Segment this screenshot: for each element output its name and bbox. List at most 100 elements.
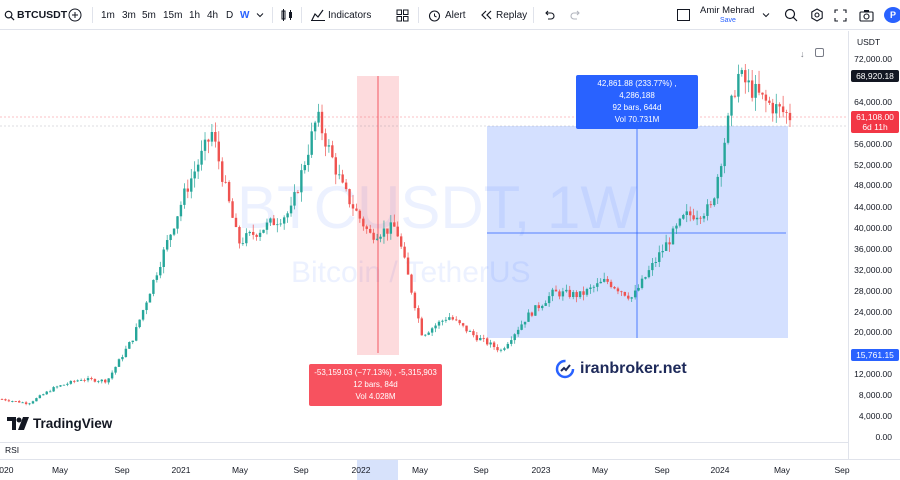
candle-body (293, 192, 296, 206)
candle-body (86, 378, 90, 381)
candle-body (69, 380, 73, 384)
currency-label[interactable]: USDT (857, 37, 881, 47)
candle-body (424, 334, 427, 336)
candle-body (788, 112, 792, 121)
candle-body (609, 281, 613, 288)
candle-body (100, 379, 103, 382)
chevron-down-icon[interactable] (762, 0, 770, 30)
layouts-icon[interactable] (396, 0, 409, 30)
candle-body (0, 399, 4, 400)
pane-divider[interactable] (0, 442, 848, 443)
candle-body (11, 401, 14, 402)
indicators-button[interactable]: Indicators (328, 9, 372, 21)
candles-icon[interactable] (281, 0, 293, 30)
candle-body (764, 94, 768, 101)
price-tick: 36,000.00 (854, 244, 892, 254)
time-tick: 2020 (0, 465, 14, 475)
candle-body (737, 73, 740, 97)
candle-body (52, 387, 55, 392)
replay-button[interactable]: Replay (496, 9, 528, 21)
interval-1h[interactable]: 1h (189, 9, 201, 21)
candle-body (468, 331, 472, 332)
save-status[interactable]: Save (720, 16, 736, 24)
time-tick: May (231, 465, 249, 475)
measure-up-line2: 92 bars, 644d (612, 103, 662, 112)
chevron-down-icon[interactable] (256, 0, 264, 30)
rsi-pane-label[interactable]: RSI (5, 445, 20, 455)
candle-body (448, 317, 451, 320)
candle-body (7, 400, 11, 402)
candle-body (279, 223, 282, 225)
chart-area[interactable]: BTCUSDT, 1W Bitcoin / TetherUS 42,861.88… (0, 31, 848, 459)
candle-body (527, 312, 530, 322)
avatar[interactable]: P (884, 7, 900, 23)
fullscreen-icon[interactable] (834, 0, 847, 30)
interval-4h[interactable]: 4h (207, 9, 219, 21)
replay-icon[interactable] (480, 0, 493, 30)
candle-body (231, 201, 234, 218)
last-price-value: 61,108.00 (856, 112, 894, 122)
candle-body (104, 379, 107, 383)
candle-body (79, 380, 83, 381)
search-icon[interactable] (4, 0, 15, 30)
candle-body (420, 318, 424, 336)
candle-body (754, 83, 757, 98)
candle-body (606, 278, 609, 282)
candle-body (203, 139, 207, 151)
alert-button[interactable]: Alert (445, 9, 466, 21)
quick-search-icon[interactable] (784, 0, 798, 30)
candle-body (658, 252, 661, 262)
high-price-badge: 68,920.18 (851, 70, 899, 82)
redo-icon[interactable] (570, 0, 582, 30)
interval-w[interactable]: W (240, 9, 250, 21)
candle-body (682, 214, 685, 219)
candle-body (530, 312, 534, 316)
settings-gear-icon[interactable] (810, 0, 824, 30)
interval-1m[interactable]: 1m (101, 9, 115, 21)
indicators-icon[interactable] (311, 0, 325, 30)
measure-down-label: -53,159.03 (−77.13%) , -5,315,903 12 bar… (309, 364, 442, 406)
candle-body (55, 386, 59, 388)
camera-icon[interactable] (859, 0, 874, 30)
candle-body (572, 292, 575, 298)
chart-settings-icon[interactable] (815, 48, 824, 57)
price-tick: 64,000.00 (854, 97, 892, 107)
interval-15m[interactable]: 15m (163, 9, 183, 21)
candle-body (83, 380, 86, 381)
tradingview-logo[interactable]: TradingView (7, 416, 112, 431)
candle-body (221, 161, 224, 182)
candle-body (234, 217, 238, 228)
interval-d[interactable]: D (226, 9, 234, 21)
interval-5m[interactable]: 5m (142, 9, 156, 21)
layout-box-icon[interactable] (677, 0, 690, 30)
undo-icon[interactable] (543, 0, 555, 30)
user-name[interactable]: Amir Mehrad (700, 4, 755, 16)
candle-body (561, 291, 565, 297)
candle-body (183, 188, 186, 205)
candle-body (496, 347, 499, 351)
candle-body (589, 287, 592, 289)
scroll-down-icon[interactable]: ↓ (800, 49, 805, 59)
candle-body (358, 210, 362, 219)
chart-svg[interactable] (0, 31, 848, 459)
symbol-name[interactable]: BTCUSDT (17, 9, 68, 21)
compare-add-icon[interactable] (68, 0, 82, 30)
candle-body (176, 216, 179, 229)
price-tick: 52,000.00 (854, 160, 892, 170)
measure-up-line1: 42,861.88 (233.77%) , 4,286,188 (597, 79, 677, 100)
last-price-badge: 61,108.00 6d 11h (851, 111, 899, 133)
candle-body (516, 329, 520, 335)
candle-body (155, 275, 159, 280)
price-tick: 8,000.00 (858, 390, 892, 400)
alarm-clock-icon[interactable] (428, 0, 441, 30)
countdown-value: 6d 11h (862, 122, 888, 132)
candle-body (554, 289, 558, 292)
candle-body (18, 401, 21, 403)
candle-body (355, 208, 358, 211)
candle-body (689, 211, 692, 216)
interval-3m[interactable]: 3m (122, 9, 136, 21)
time-axis[interactable]: 2020 May Sep 2021 May Sep 2022 May Sep 2023 May Sep… (0, 459, 900, 480)
candle-body (750, 80, 754, 98)
price-axis[interactable]: USDT 72,000.00 64,000.00 56,000.00 52,000.0… (848, 31, 900, 459)
measure-down-line3: Vol 4.028M (355, 392, 396, 401)
